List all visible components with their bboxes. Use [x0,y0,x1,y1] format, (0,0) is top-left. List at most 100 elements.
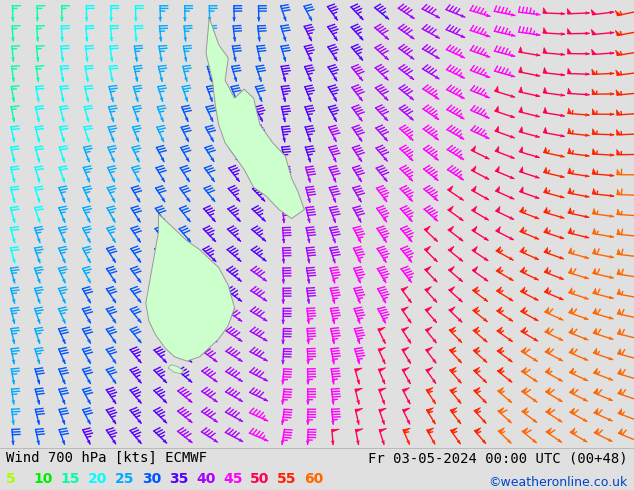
Polygon shape [569,288,572,294]
Polygon shape [567,49,571,54]
Polygon shape [592,29,596,35]
Polygon shape [592,189,596,194]
Polygon shape [520,187,523,193]
Polygon shape [519,67,522,73]
Polygon shape [401,307,408,312]
Polygon shape [543,147,547,153]
Polygon shape [519,147,523,153]
Text: 40: 40 [196,471,216,486]
Polygon shape [544,167,547,173]
Polygon shape [617,189,621,195]
Polygon shape [617,209,621,215]
Polygon shape [617,170,621,174]
Polygon shape [570,428,575,434]
Polygon shape [519,127,522,133]
Polygon shape [615,10,621,16]
Polygon shape [426,347,432,352]
Polygon shape [496,267,501,272]
Polygon shape [472,226,477,232]
Polygon shape [402,327,409,332]
Polygon shape [543,107,547,113]
Polygon shape [594,428,598,434]
Polygon shape [618,368,621,374]
Polygon shape [451,428,457,433]
Polygon shape [522,388,527,393]
Polygon shape [498,428,505,433]
Polygon shape [378,347,385,352]
Polygon shape [618,289,621,294]
Polygon shape [495,86,498,92]
Polygon shape [593,208,596,214]
Polygon shape [568,228,572,234]
Polygon shape [569,268,572,274]
Polygon shape [206,18,304,219]
Polygon shape [496,287,501,293]
Polygon shape [403,368,410,372]
Polygon shape [474,367,480,372]
Polygon shape [474,347,479,352]
Polygon shape [521,368,527,373]
Polygon shape [593,248,597,254]
Polygon shape [544,227,548,233]
Polygon shape [618,429,622,435]
Polygon shape [495,126,498,132]
Polygon shape [591,9,596,15]
Polygon shape [425,307,432,312]
Polygon shape [593,348,597,354]
Polygon shape [522,408,527,413]
Polygon shape [473,287,478,292]
Polygon shape [448,226,454,232]
Polygon shape [546,408,551,414]
Polygon shape [521,267,524,273]
Polygon shape [522,428,528,433]
Polygon shape [496,226,500,232]
Polygon shape [592,89,596,94]
Polygon shape [592,69,596,74]
Polygon shape [448,206,453,212]
Polygon shape [543,48,547,53]
Polygon shape [545,347,550,353]
Text: 35: 35 [169,471,188,486]
Polygon shape [567,88,571,94]
Text: 55: 55 [277,471,297,486]
Polygon shape [474,408,481,413]
Text: 45: 45 [223,471,243,486]
Polygon shape [425,246,430,251]
Polygon shape [568,108,571,114]
Polygon shape [519,47,522,52]
Polygon shape [569,348,573,354]
Polygon shape [473,327,479,332]
Polygon shape [545,327,549,333]
Polygon shape [520,247,524,253]
Polygon shape [498,368,503,373]
Text: 30: 30 [142,471,161,486]
Polygon shape [544,247,548,253]
Polygon shape [568,128,571,134]
Polygon shape [568,168,572,173]
Polygon shape [543,87,547,93]
Polygon shape [496,246,501,252]
Polygon shape [617,149,621,155]
Polygon shape [545,287,548,294]
Polygon shape [618,389,621,394]
Polygon shape [545,368,550,373]
Polygon shape [425,267,431,271]
Polygon shape [617,269,621,274]
Polygon shape [472,246,477,252]
Polygon shape [546,428,552,434]
Polygon shape [618,348,621,354]
Polygon shape [543,68,547,73]
Polygon shape [450,327,455,332]
Polygon shape [519,87,522,93]
Text: 50: 50 [250,471,269,486]
Polygon shape [616,90,621,95]
Polygon shape [473,307,479,312]
Polygon shape [570,408,574,414]
Polygon shape [521,287,525,293]
Polygon shape [448,246,454,252]
Polygon shape [498,388,503,393]
Polygon shape [569,328,573,334]
Polygon shape [146,214,235,361]
Polygon shape [546,388,550,393]
Polygon shape [332,429,339,432]
